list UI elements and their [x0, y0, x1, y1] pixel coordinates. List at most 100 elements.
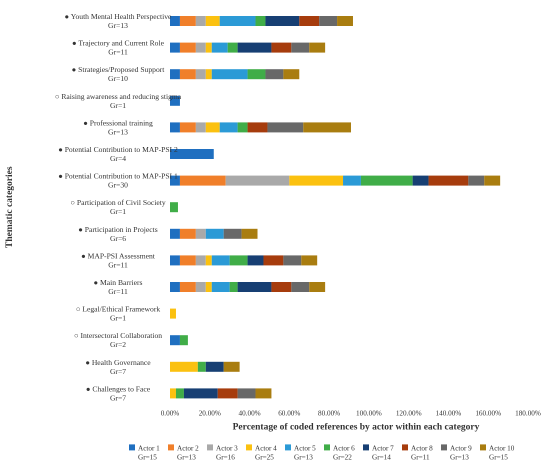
legend-item: Actor 6Gr=22 [324, 444, 355, 461]
bar-segment [205, 122, 220, 133]
category-name-text: Potential Contribution to MAP-PSI 1 [65, 172, 178, 181]
category-name-text: Trajectory and Current Role [78, 39, 164, 48]
category-label: ● Potential Contribution to MAP-PSI 1Gr=… [58, 172, 178, 190]
category-name-text: Strategies/Proposed Support [78, 65, 165, 74]
legend-label: Actor 7 [372, 444, 394, 452]
legend-swatch [402, 444, 408, 451]
bar-segment [217, 388, 238, 399]
bar-segment [195, 69, 206, 80]
bar-segment [255, 16, 266, 26]
bar-segment [241, 228, 258, 239]
bar-segment [205, 16, 220, 26]
bar-segment [205, 255, 212, 266]
legend-label: Actor 10 [489, 444, 515, 452]
bar-segment [205, 69, 212, 80]
bar-segment [301, 255, 318, 266]
bullet-icon: ● [83, 118, 90, 127]
category-name-text: Raising awareness and reducing stigma [61, 92, 181, 101]
category-name: ○ Legal/Ethical Framework [76, 305, 161, 314]
category-gr: Gr=11 [108, 287, 128, 296]
legend-gr: Gr=11 [411, 453, 430, 461]
legend-gr: Gr=13 [177, 453, 196, 461]
bar-segment [223, 361, 240, 372]
bar-segment [170, 335, 180, 346]
bar-segment [195, 42, 206, 53]
bar-segment [195, 16, 206, 26]
category-gr: Gr=7 [110, 367, 126, 376]
bar-segment [319, 16, 338, 26]
bar-segment [265, 69, 284, 80]
legend-gr: Gr=25 [255, 453, 274, 461]
x-tick-label: 0.00% [161, 409, 180, 417]
bar-segment [229, 282, 238, 292]
hollow-bullet-icon: ○ [74, 331, 81, 340]
bar-segment [265, 16, 300, 26]
bar-segment [337, 16, 353, 26]
bullet-icon: ● [72, 65, 79, 74]
category-gr: Gr=1 [110, 314, 126, 323]
bullet-icon: ● [81, 251, 88, 260]
category-gr: Gr=1 [110, 101, 126, 110]
bar-segment [211, 42, 228, 53]
bullet-icon: ● [85, 358, 92, 367]
bar-segment [247, 122, 268, 133]
legend-swatch [285, 444, 291, 451]
x-tick-labels: 0.00% 20.00% 40.00% 60.00% 80.00% 100.00% 120.… [161, 409, 541, 417]
legend-label: Actor 5 [294, 444, 316, 452]
legend-swatch [207, 444, 213, 451]
legend-label: Actor 1 [138, 444, 160, 452]
bar-segment [283, 69, 300, 80]
legend-swatch [363, 444, 369, 451]
legend-gr: Gr=15 [489, 453, 508, 461]
category-name-text: Participation in Projects [85, 225, 158, 234]
legend-label: Actor 9 [450, 444, 472, 452]
category-gr: Gr=4 [110, 154, 126, 163]
bar-segment [291, 282, 310, 292]
x-tick-label: 160.00% [475, 409, 501, 417]
bar-segment [211, 255, 230, 266]
bar-segment [291, 42, 310, 53]
bar-segment [195, 228, 206, 239]
bar-segment [195, 282, 206, 292]
legend-label: Actor 3 [216, 444, 238, 452]
bar-segment [271, 282, 292, 292]
bar-segment [484, 175, 501, 186]
category-name-text: Health Governance [92, 358, 151, 367]
legend-label: Actor 2 [177, 444, 199, 452]
bar-segment [247, 255, 264, 266]
bar-segment [179, 228, 196, 239]
category-label: ○ Raising awareness and reducing stigmaG… [55, 92, 182, 110]
category-gr: Gr=13 [108, 127, 128, 136]
bar-segment [205, 361, 224, 372]
category-name-text: Main Barriers [100, 278, 142, 287]
bar-segment [175, 388, 184, 399]
bar-segment [428, 175, 469, 186]
bar-segment [303, 122, 351, 133]
bar-segment [263, 255, 284, 266]
legend-item: Actor 2Gr=13 [168, 444, 199, 461]
category-gr: Gr=7 [110, 393, 126, 402]
bar-segment [170, 388, 176, 399]
category-gr: Gr=2 [110, 340, 126, 349]
x-tick-label: 120.00% [396, 409, 422, 417]
bar-segment [170, 308, 176, 319]
bars-layer [170, 16, 501, 399]
bar-segment [179, 69, 196, 80]
bar-segment [170, 202, 178, 213]
category-name: ● Main Barriers [94, 278, 143, 287]
x-tick-label: 180.00% [515, 409, 541, 417]
legend-gr: Gr=15 [138, 453, 157, 461]
bullet-icon: ● [65, 12, 71, 21]
legend-gr: Gr=13 [450, 453, 469, 461]
bullet-icon: ● [78, 225, 85, 234]
bar-segment [225, 175, 290, 186]
bar-segment [267, 122, 304, 133]
bar-segment [179, 16, 196, 26]
